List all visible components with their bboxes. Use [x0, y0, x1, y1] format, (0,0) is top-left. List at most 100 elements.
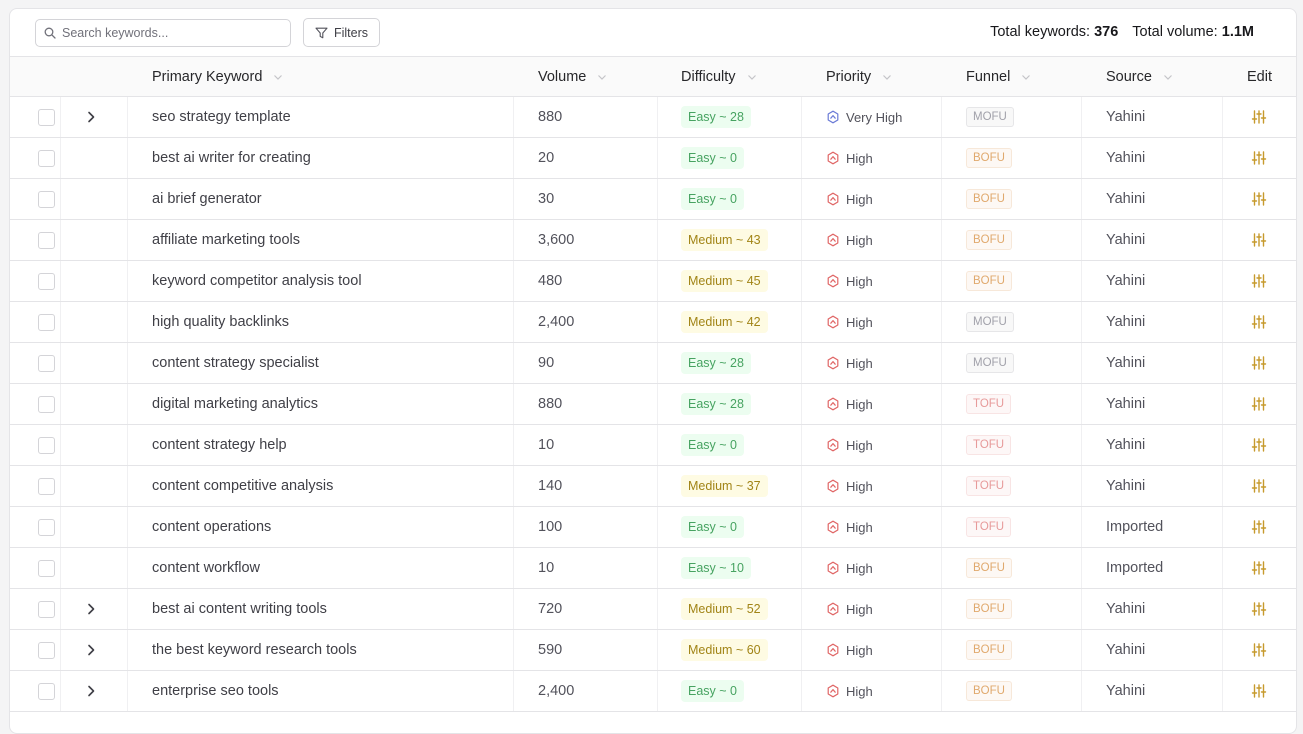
row-checkbox[interactable]	[38, 220, 55, 260]
table-row[interactable]: affiliate marketing tools 3,600 Medium ~…	[10, 220, 1296, 261]
row-checkbox[interactable]	[38, 630, 55, 670]
row-checkbox[interactable]	[38, 384, 55, 424]
priority-cell[interactable]: High	[826, 630, 873, 670]
column-header-priority[interactable]: Priority	[826, 57, 893, 96]
search-box[interactable]	[35, 19, 291, 47]
expand-row-button[interactable]	[86, 630, 100, 670]
search-input[interactable]	[62, 26, 272, 40]
funnel-cell[interactable]: MOFU	[966, 343, 1014, 383]
priority-cell[interactable]: High	[826, 138, 873, 178]
table-row[interactable]: content strategy help 10 Easy ~ 0 High T…	[10, 425, 1296, 466]
row-checkbox[interactable]	[38, 97, 55, 137]
priority-cell[interactable]: Very High	[826, 97, 902, 137]
row-checkbox[interactable]	[38, 261, 55, 301]
priority-cell[interactable]: High	[826, 384, 873, 424]
table-row[interactable]: high quality backlinks 2,400 Medium ~ 42…	[10, 302, 1296, 343]
priority-cell[interactable]: High	[826, 179, 873, 219]
table-row[interactable]: seo strategy template 880 Easy ~ 28 Very…	[10, 97, 1296, 138]
edit-button[interactable]	[1251, 97, 1267, 137]
edit-button[interactable]	[1251, 179, 1267, 219]
funnel-cell[interactable]: BOFU	[966, 261, 1012, 301]
edit-button[interactable]	[1251, 138, 1267, 178]
keyword-cell[interactable]: keyword competitor analysis tool	[152, 273, 362, 289]
funnel-cell[interactable]: BOFU	[966, 179, 1012, 219]
keyword-cell[interactable]: best ai content writing tools	[152, 601, 327, 617]
keyword-cell[interactable]: content competitive analysis	[152, 478, 334, 494]
priority-cell[interactable]: High	[826, 425, 873, 465]
funnel-cell[interactable]: MOFU	[966, 97, 1014, 137]
edit-button[interactable]	[1251, 343, 1267, 383]
keyword-cell[interactable]: affiliate marketing tools	[152, 232, 301, 248]
funnel-cell[interactable]: BOFU	[966, 589, 1012, 629]
edit-button[interactable]	[1251, 302, 1267, 342]
table-row[interactable]: ai brief generator 30 Easy ~ 0 High BOFU…	[10, 179, 1296, 220]
funnel-cell[interactable]: MOFU	[966, 302, 1014, 342]
funnel-cell[interactable]: TOFU	[966, 466, 1012, 506]
keyword-cell[interactable]: content workflow	[152, 560, 260, 576]
row-checkbox[interactable]	[38, 302, 55, 342]
column-header-funnel[interactable]: Funnel	[966, 57, 1032, 96]
keyword-cell[interactable]: content strategy help	[152, 437, 287, 453]
table-row[interactable]: content strategy specialist 90 Easy ~ 28…	[10, 343, 1296, 384]
expand-row-button[interactable]	[86, 97, 100, 137]
keyword-cell[interactable]: the best keyword research tools	[152, 642, 357, 658]
row-checkbox[interactable]	[38, 548, 55, 588]
table-row[interactable]: enterprise seo tools 2,400 Easy ~ 0 High…	[10, 671, 1296, 712]
priority-cell[interactable]: High	[826, 589, 873, 629]
column-header-primary-keyword[interactable]: Primary Keyword	[152, 57, 284, 96]
edit-button[interactable]	[1251, 261, 1267, 301]
funnel-cell[interactable]: BOFU	[966, 548, 1012, 588]
priority-cell[interactable]: High	[826, 261, 873, 301]
row-checkbox[interactable]	[38, 589, 55, 629]
keyword-cell[interactable]: ai brief generator	[152, 191, 262, 207]
row-checkbox[interactable]	[38, 507, 55, 547]
edit-button[interactable]	[1251, 507, 1267, 547]
edit-button[interactable]	[1251, 425, 1267, 465]
keyword-cell[interactable]: content strategy specialist	[152, 355, 319, 371]
priority-cell[interactable]: High	[826, 507, 873, 547]
row-checkbox[interactable]	[38, 466, 55, 506]
keyword-cell[interactable]: seo strategy template	[152, 109, 291, 125]
edit-button[interactable]	[1251, 466, 1267, 506]
edit-button[interactable]	[1251, 384, 1267, 424]
table-row[interactable]: keyword competitor analysis tool 480 Med…	[10, 261, 1296, 302]
edit-button[interactable]	[1251, 589, 1267, 629]
row-checkbox[interactable]	[38, 425, 55, 465]
keyword-cell[interactable]: digital marketing analytics	[152, 396, 319, 412]
priority-cell[interactable]: High	[826, 302, 873, 342]
table-row[interactable]: content operations 100 Easy ~ 0 High TOF…	[10, 507, 1296, 548]
keyword-cell[interactable]: content operations	[152, 519, 272, 535]
table-row[interactable]: digital marketing analytics 880 Easy ~ 2…	[10, 384, 1296, 425]
row-checkbox[interactable]	[38, 671, 55, 711]
row-checkbox[interactable]	[38, 138, 55, 178]
column-header-source[interactable]: Source	[1106, 57, 1174, 96]
edit-button[interactable]	[1251, 220, 1267, 260]
funnel-cell[interactable]: BOFU	[966, 671, 1012, 711]
priority-cell[interactable]: High	[826, 466, 873, 506]
expand-row-button[interactable]	[86, 671, 100, 711]
funnel-cell[interactable]: TOFU	[966, 507, 1012, 547]
row-checkbox[interactable]	[38, 179, 55, 219]
funnel-cell[interactable]: TOFU	[966, 384, 1012, 424]
priority-cell[interactable]: High	[826, 220, 873, 260]
priority-cell[interactable]: High	[826, 343, 873, 383]
priority-cell[interactable]: High	[826, 671, 873, 711]
expand-row-button[interactable]	[86, 589, 100, 629]
table-row[interactable]: best ai content writing tools 720 Medium…	[10, 589, 1296, 630]
funnel-cell[interactable]: BOFU	[966, 220, 1012, 260]
column-header-difficulty[interactable]: Difficulty	[681, 57, 758, 96]
priority-cell[interactable]: High	[826, 548, 873, 588]
edit-button[interactable]	[1251, 671, 1267, 711]
keyword-cell[interactable]: enterprise seo tools	[152, 683, 279, 699]
table-row[interactable]: content workflow 10 Easy ~ 10 High BOFU …	[10, 548, 1296, 589]
table-row[interactable]: content competitive analysis 140 Medium …	[10, 466, 1296, 507]
edit-button[interactable]	[1251, 548, 1267, 588]
keyword-cell[interactable]: high quality backlinks	[152, 314, 290, 330]
table-row[interactable]: best ai writer for creating 20 Easy ~ 0 …	[10, 138, 1296, 179]
funnel-cell[interactable]: BOFU	[966, 138, 1012, 178]
table-row[interactable]: the best keyword research tools 590 Medi…	[10, 630, 1296, 671]
edit-button[interactable]	[1251, 630, 1267, 670]
filters-button[interactable]: Filters	[303, 18, 380, 47]
funnel-cell[interactable]: BOFU	[966, 630, 1012, 670]
funnel-cell[interactable]: TOFU	[966, 425, 1012, 465]
